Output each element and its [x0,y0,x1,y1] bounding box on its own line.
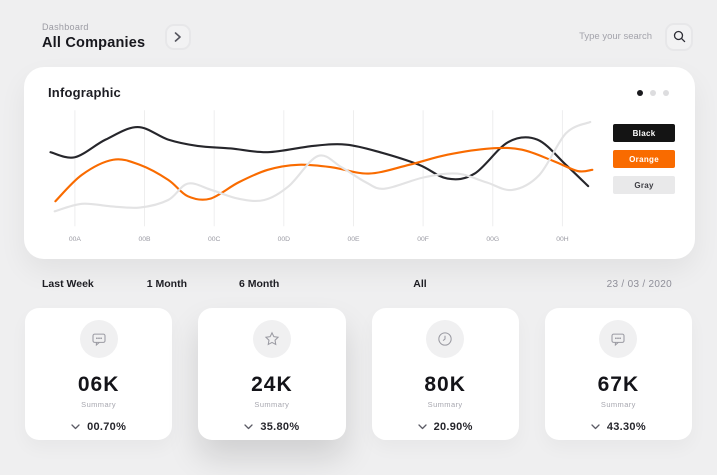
star-icon [252,320,291,358]
stat-value: 24K [251,373,293,396]
svg-text:00A: 00A [69,236,82,243]
search-icon [673,30,685,43]
stat-value: 80K [424,373,466,396]
stat-change[interactable]: 35.80% [244,421,299,433]
carousel-dot[interactable] [637,89,643,96]
tab-all[interactable]: All [413,278,427,290]
clock-icon [426,320,465,358]
carousel-dots [637,89,669,96]
stat-value: 67K [597,373,640,396]
stat-change-value: 35.80% [260,421,300,433]
svg-text:00C: 00C [208,236,221,243]
breadcrumb: Dashboard [42,22,89,32]
next-company-button[interactable] [165,24,192,50]
tab-last-week[interactable]: Last Week [42,278,94,290]
svg-text:00B: 00B [139,236,152,243]
stat-label: Summary [254,400,290,409]
stat-label: Summary [81,400,117,409]
stat-cards: 06K Summary 00.70% 24K Summary 35.80% 80… [25,308,692,440]
svg-text:00D: 00D [278,236,291,243]
chart-legend: Black Orange Gray [613,124,675,250]
legend-item-black[interactable]: Black [613,124,675,142]
chat-icon [599,320,638,358]
carousel-dot[interactable] [663,89,669,96]
chevron-right-icon [175,32,182,42]
series-gray [53,120,592,213]
stat-change-value: 43.30% [606,421,646,433]
stat-change-value: 20.90% [433,421,473,433]
stat-label: Summary [600,400,636,409]
series-orange [54,146,594,203]
stat-card-summary-2[interactable]: 24K Summary 35.80% [198,308,346,440]
series-black [49,125,590,188]
chat-icon [79,320,118,358]
chevron-down-icon [244,424,253,430]
line-chart: 00A 00B 00C 00D 00E 00F 00G 00H [49,110,594,243]
time-filter-bar: Last Week 1 Month 6 Month All 23 / 03 / … [0,278,717,290]
stat-card-summary-3[interactable]: 80K Summary 20.90% [371,308,519,440]
stat-card-summary-4[interactable]: 67K Summary 43.30% [544,308,692,440]
tab-6-month[interactable]: 6 Month [239,278,280,290]
stat-change[interactable]: 43.30% [591,421,646,433]
page-title: All Companies [42,35,146,51]
chevron-down-icon [417,424,427,430]
stat-change[interactable]: 00.70% [71,421,126,433]
stat-change[interactable]: 20.90% [417,421,473,433]
carousel-dot[interactable] [650,89,656,96]
tab-1-month[interactable]: 1 Month [146,278,187,290]
infographic-card: Infographic 00A 00B 00C 00D 00E 00F 00G 00H Bla… [24,67,695,259]
legend-item-gray[interactable]: Gray [613,176,675,194]
stat-value: 06K [77,373,120,396]
svg-text:00H: 00H [556,236,569,243]
svg-text:00F: 00F [417,236,429,243]
infographic-title: Infographic [48,85,121,100]
chevron-down-icon [71,424,80,430]
chevron-down-icon [591,424,600,430]
svg-text:00G: 00G [486,236,499,243]
legend-item-orange[interactable]: Orange [613,150,675,168]
search-button[interactable] [665,22,693,51]
stat-change-value: 00.70% [87,421,127,433]
stat-label: Summary [427,400,463,409]
stat-card-summary-1[interactable]: 06K Summary 00.70% [25,308,173,440]
date-label: 23 / 03 / 2020 [606,278,672,290]
svg-text:00E: 00E [347,236,360,243]
search-input[interactable] [542,31,652,42]
header: Dashboard All Companies [0,0,717,51]
